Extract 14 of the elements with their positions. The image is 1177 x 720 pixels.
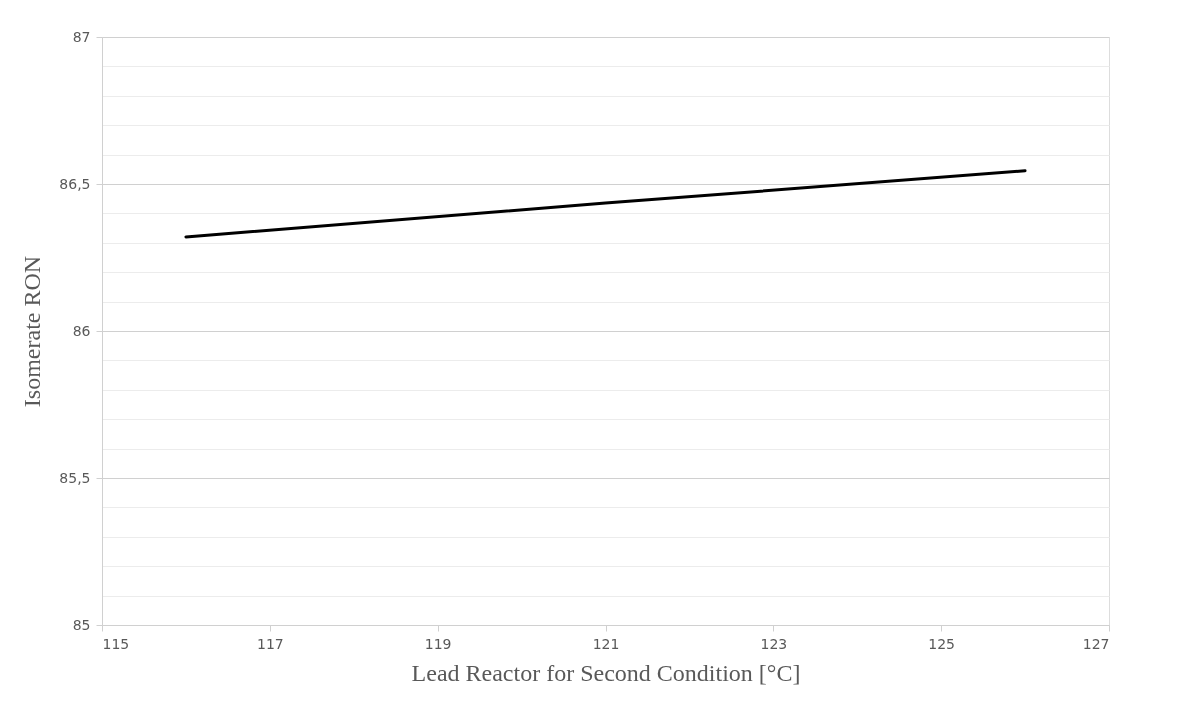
x-tick-label: 119 bbox=[424, 635, 452, 652]
y-axis-title: Isomerate RON bbox=[19, 255, 46, 408]
x-tick-label: 117 bbox=[256, 635, 284, 652]
y-tick-label: 86 bbox=[72, 322, 91, 339]
y-tick-label: 86,5 bbox=[59, 175, 91, 192]
x-tick-label: 127 bbox=[1082, 635, 1110, 652]
x-tick-label: 123 bbox=[760, 635, 788, 652]
x-tick-label: 115 bbox=[102, 635, 130, 652]
x-tick-label: 125 bbox=[928, 635, 956, 652]
x-tick-label: 121 bbox=[592, 635, 620, 652]
y-tick-label: 87 bbox=[72, 28, 91, 45]
x-axis-title: Lead Reactor for Second Condition [°C] bbox=[411, 659, 801, 686]
y-tick-label: 85,5 bbox=[59, 469, 91, 486]
y-tick-label: 85 bbox=[72, 616, 91, 633]
